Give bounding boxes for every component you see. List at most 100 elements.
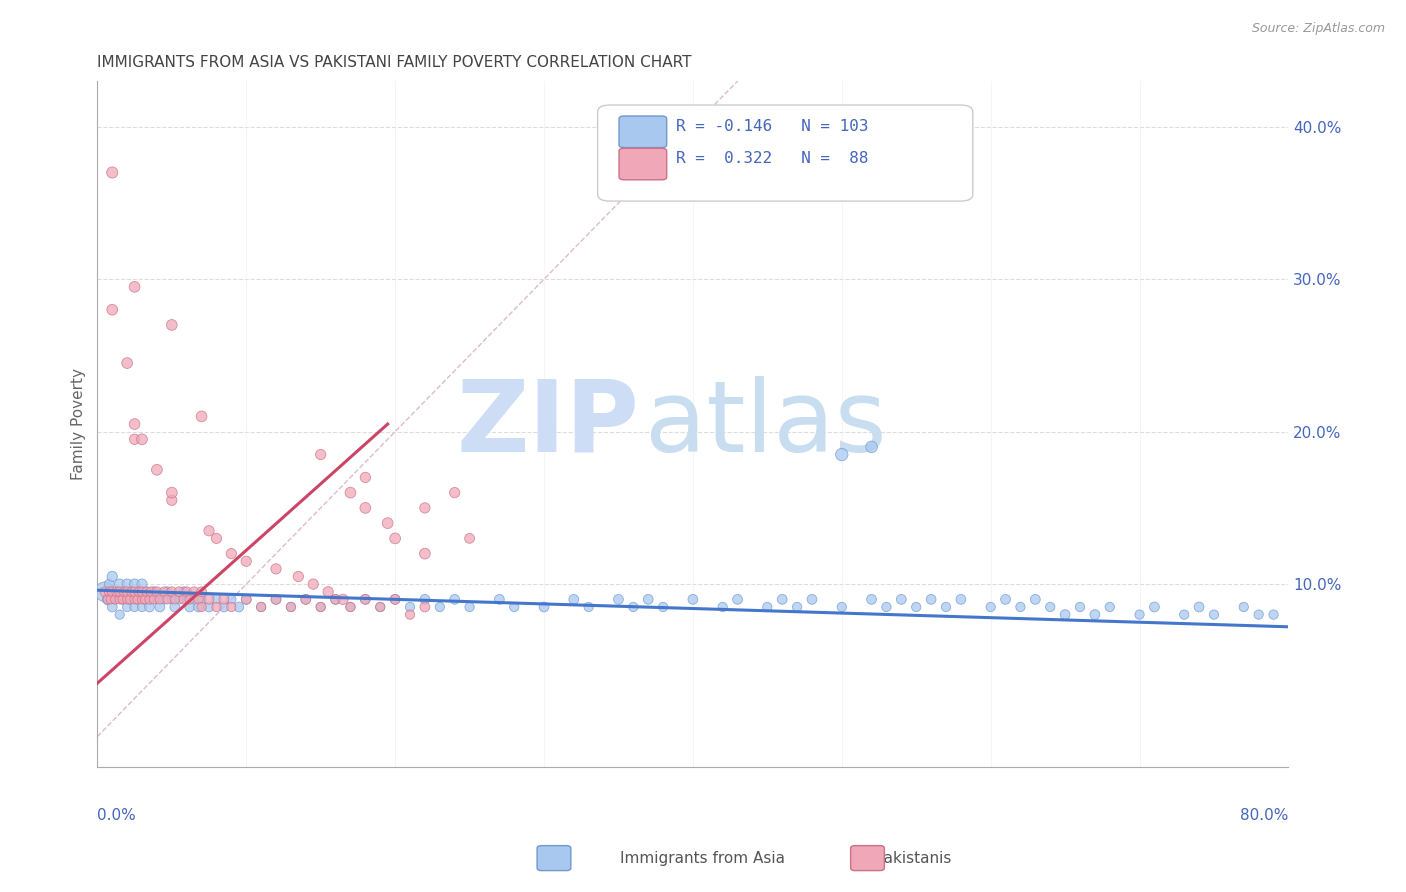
Point [309,599,332,614]
Point [142,584,165,599]
Point [94,584,117,599]
Point [221,592,243,607]
Point [104,592,127,607]
Point [354,500,377,515]
Point [287,569,309,583]
Point [221,547,243,561]
Point [127,592,149,607]
Point [190,599,212,614]
Point [1128,607,1150,622]
Point [124,599,146,614]
Point [756,599,779,614]
Point [831,599,853,614]
Point [368,599,391,614]
Text: 0.0%: 0.0% [97,808,136,823]
Point [860,440,883,454]
Point [1173,607,1195,622]
Point [112,584,135,599]
Point [156,584,179,599]
Point [831,448,853,462]
Point [1054,607,1077,622]
Point [980,599,1002,614]
Point [1010,599,1032,614]
Point [384,592,406,607]
Point [503,599,526,614]
Point [146,584,169,599]
Point [190,592,212,607]
Point [205,592,228,607]
Point [167,592,190,607]
Point [104,592,127,607]
Point [264,592,287,607]
Point [339,599,361,614]
Point [146,463,169,477]
Point [621,599,644,614]
Point [1039,599,1062,614]
Point [339,599,361,614]
Point [105,584,128,599]
Point [562,592,585,607]
Point [443,592,465,607]
Point [131,432,153,446]
FancyBboxPatch shape [619,148,666,180]
Point [325,592,347,607]
Text: Source: ZipAtlas.com: Source: ZipAtlas.com [1251,22,1385,36]
Point [682,592,704,607]
Point [443,485,465,500]
Point [124,280,146,294]
Text: IMMIGRANTS FROM ASIA VS PAKISTANI FAMILY POVERTY CORRELATION CHART: IMMIGRANTS FROM ASIA VS PAKISTANI FAMILY… [97,55,692,70]
Point [124,584,146,599]
Point [115,577,138,591]
Point [384,592,406,607]
Point [637,592,659,607]
Point [228,599,250,614]
Point [183,592,205,607]
Point [108,584,131,599]
Point [160,485,183,500]
Point [294,592,316,607]
Point [131,584,153,599]
Point [1098,599,1121,614]
Point [101,165,124,179]
Point [458,532,481,546]
Text: R = -0.146   N = 103: R = -0.146 N = 103 [676,120,869,135]
Point [131,592,153,607]
Point [190,584,212,599]
Point [920,592,942,607]
Point [128,584,150,599]
Point [235,592,257,607]
Point [153,592,176,607]
Point [413,547,436,561]
Point [198,592,221,607]
Point [727,592,749,607]
Point [183,584,205,599]
Point [160,493,183,508]
Point [711,599,734,614]
Point [607,592,630,607]
Point [801,592,824,607]
Point [163,599,186,614]
FancyBboxPatch shape [598,105,973,201]
Point [160,318,183,332]
Text: 80.0%: 80.0% [1240,808,1288,823]
Text: Pakistanis: Pakistanis [876,851,952,865]
Point [115,599,138,614]
Point [384,532,406,546]
Point [250,599,273,614]
Point [100,592,122,607]
Point [187,599,209,614]
Point [488,592,510,607]
Point [935,599,957,614]
Point [413,592,436,607]
Point [142,592,165,607]
Point [235,592,257,607]
Point [108,577,131,591]
Point [368,599,391,614]
Point [860,592,883,607]
Point [101,584,124,599]
Point [121,584,143,599]
Point [94,584,117,599]
Point [98,577,121,591]
Point [176,584,198,599]
Point [325,592,347,607]
